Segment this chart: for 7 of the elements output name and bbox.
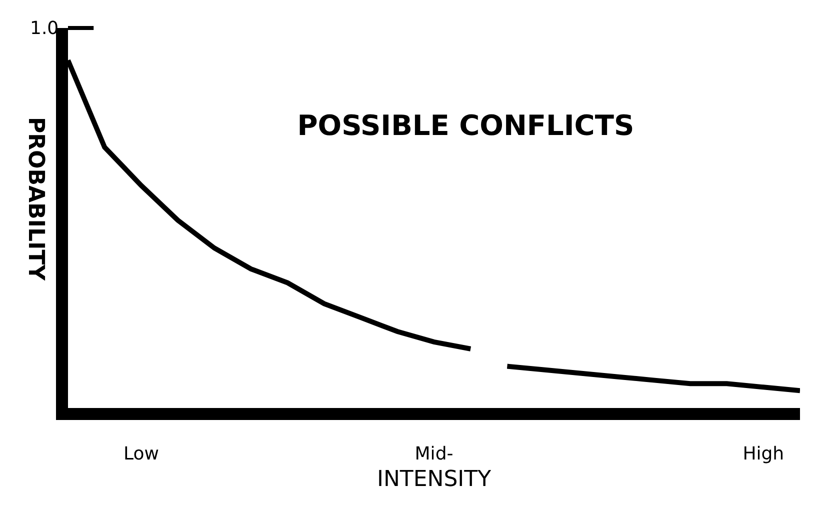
x-tick-label: High [742,444,784,465]
text: 1.0 [30,18,59,39]
y-axis-title: PROBABILITY [23,116,48,282]
text: POSSIBLE CONFLICTS [297,108,634,142]
x-tick-label: Low [123,444,159,465]
x-axis-title: INTENSITY [376,467,492,492]
x-tick-label: Mid- [414,444,454,465]
